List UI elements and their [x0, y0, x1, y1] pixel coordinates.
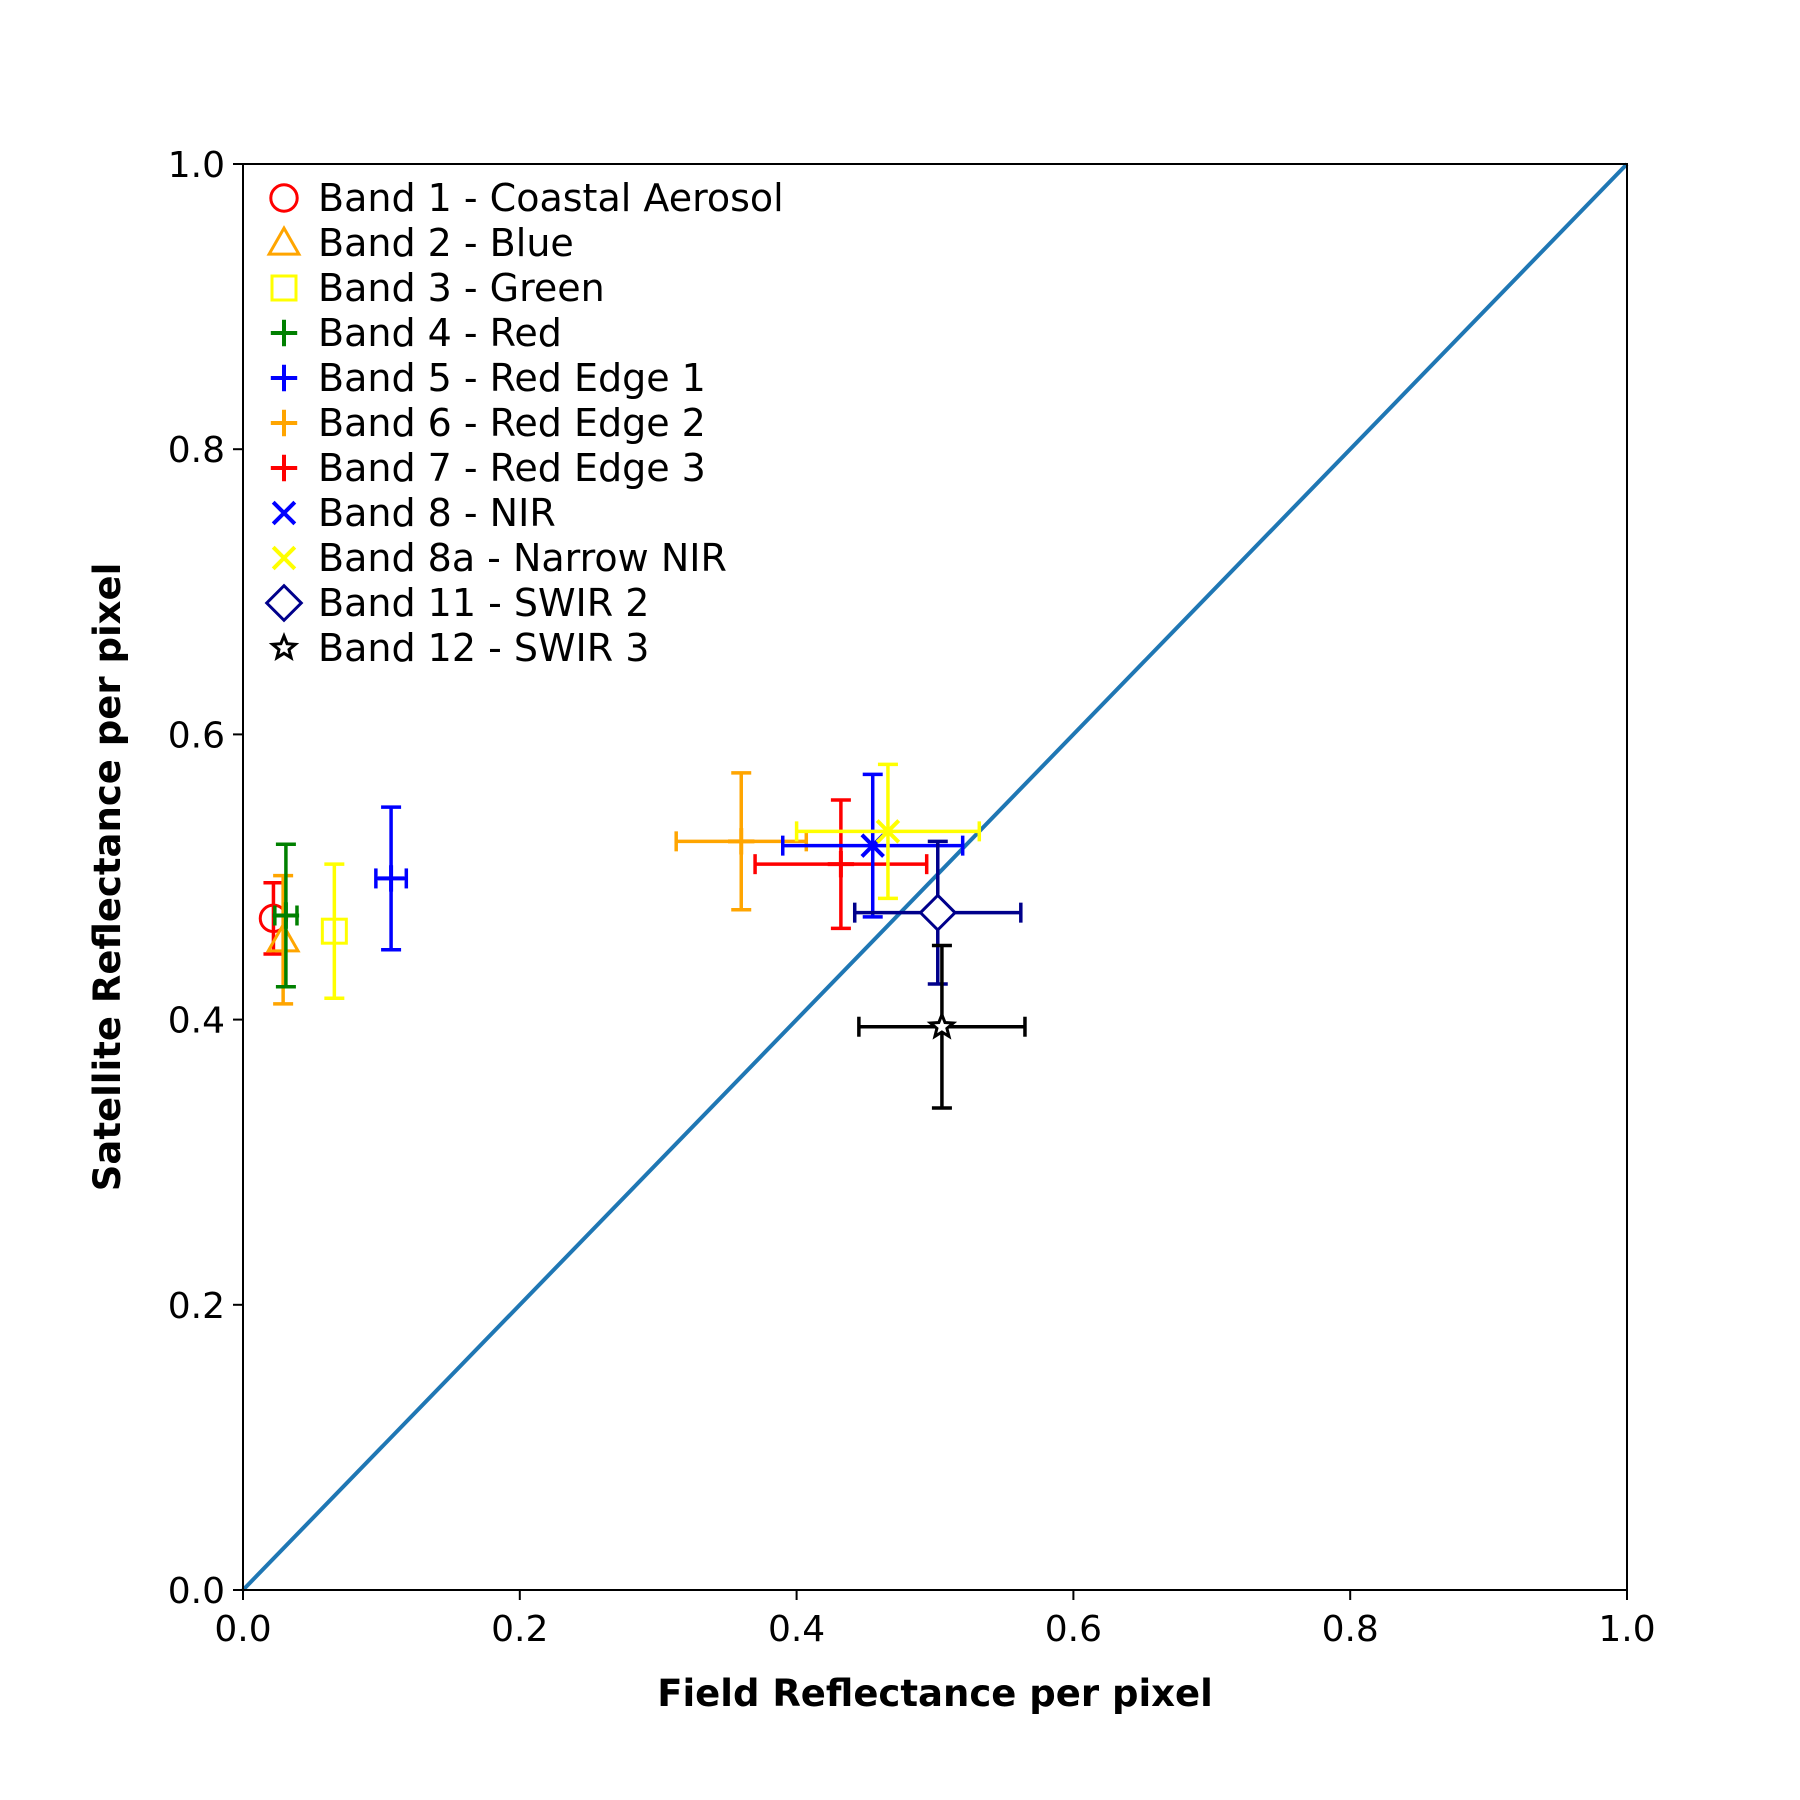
series-10	[852, 839, 1023, 986]
series-3	[320, 862, 348, 1000]
y-tick-label: 0.4	[168, 1001, 225, 1042]
data-layer	[258, 762, 1027, 1110]
legend-label: Band 6 - Red Edge 2	[318, 401, 706, 445]
series-4	[272, 842, 300, 989]
series-9	[794, 762, 982, 901]
series-5	[374, 805, 409, 952]
legend-item: Band 1 - Coastal Aerosol	[269, 176, 784, 220]
marker-plus	[272, 902, 300, 929]
x-axis-title: Field Reflectance per pixel	[657, 1672, 1213, 1715]
marker-plus	[377, 865, 405, 892]
legend-label: Band 7 - Red Edge 3	[318, 446, 706, 490]
y-tick-label: 0.0	[168, 1571, 225, 1612]
y-tick-label: 0.6	[168, 715, 225, 756]
legend-item: Band 12 - SWIR 3	[268, 626, 649, 670]
marker-plus	[827, 850, 855, 878]
legend-label: Band 2 - Blue	[318, 221, 574, 265]
legend-item: Band 8a - Narrow NIR	[271, 536, 727, 580]
legend-label: Band 4 - Red	[318, 311, 562, 355]
legend-item: Band 5 - Red Edge 1	[270, 356, 706, 400]
legend-label: Band 8 - NIR	[318, 491, 556, 535]
marker-diamond	[264, 583, 304, 623]
series-2	[265, 873, 301, 1006]
axes-layer: 0.0 0.2 0.4 0.6 0.8 1.0 0.0 0.2 0.4 0.6 0.8 1.0	[168, 145, 1656, 1650]
x-tick-label: 0.0	[214, 1609, 271, 1650]
y-tick-label: 1.0	[168, 145, 225, 186]
legend-item: Band 11 - SWIR 2	[264, 581, 649, 625]
legend-item: Band 3 - Green	[270, 266, 605, 310]
legend-item: Band 6 - Red Edge 2	[270, 401, 706, 445]
x-tick-label: 0.6	[1045, 1609, 1102, 1650]
plot-frame	[242, 163, 1628, 1591]
reference-line-layer	[241, 162, 1629, 1592]
legend-label: Band 1 - Coastal Aerosol	[318, 176, 784, 220]
legend-label: Band 8a - Narrow NIR	[318, 536, 727, 580]
marker-x	[271, 500, 297, 526]
marker-x	[875, 819, 901, 844]
y-axis-title: Satellite Reflectance per pixel	[86, 563, 129, 1192]
marker-plus	[270, 364, 298, 392]
legend-label: Band 5 - Red Edge 1	[318, 356, 706, 400]
series-7	[753, 798, 929, 931]
marker-triangle	[265, 921, 301, 953]
legend-item: Band 8 - NIR	[271, 491, 556, 535]
marker-star	[268, 631, 300, 661]
marker-plus	[270, 409, 298, 437]
legend-label: Band 3 - Green	[318, 266, 605, 310]
marker-circle	[269, 183, 299, 213]
marker-x	[271, 545, 297, 571]
y-tick-label: 0.2	[168, 1286, 225, 1327]
legend-label: Band 12 - SWIR 3	[318, 626, 649, 670]
x-tick-label: 0.4	[768, 1609, 825, 1650]
marker-diamond	[918, 893, 958, 933]
marker-plus	[270, 454, 298, 482]
legend-item: Band 2 - Blue	[266, 221, 574, 265]
y-tick-label: 0.8	[168, 430, 225, 471]
legend-item: Band 4 - Red	[270, 311, 562, 355]
series-8	[781, 772, 965, 919]
legend-label: Band 11 - SWIR 2	[318, 581, 649, 625]
legend-item: Band 7 - Red Edge 3	[270, 446, 706, 490]
x-tick-label: 1.0	[1598, 1609, 1655, 1650]
marker-star	[926, 1010, 958, 1040]
series-11	[857, 943, 1027, 1110]
marker-square	[320, 917, 348, 945]
marker-plus	[270, 319, 298, 347]
marker-square	[270, 274, 298, 302]
x-tick-label: 0.8	[1322, 1609, 1379, 1650]
series-6	[674, 771, 809, 912]
marker-triangle	[266, 225, 302, 256]
identity-line	[241, 162, 1629, 1592]
x-tick-label: 0.2	[491, 1609, 548, 1650]
marker-plus	[728, 828, 755, 855]
